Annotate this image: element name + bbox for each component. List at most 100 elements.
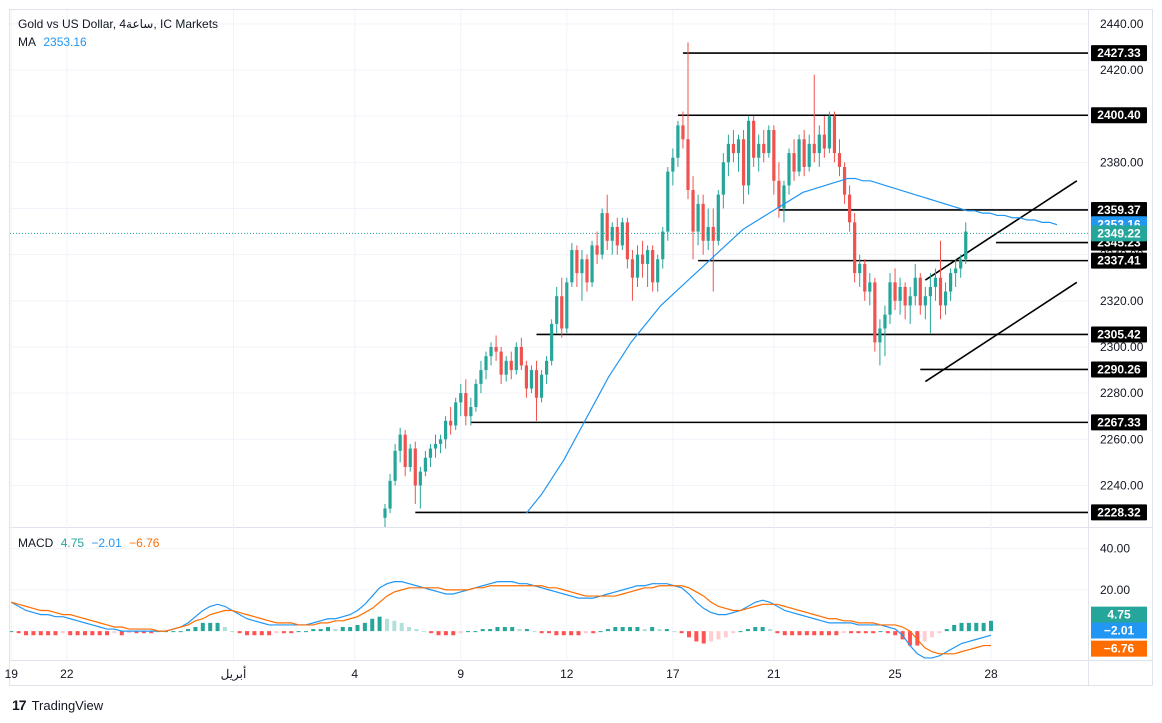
price-axis-label: 2440.00 bbox=[1100, 17, 1144, 31]
macd-histogram-bar bbox=[414, 629, 419, 632]
current-price-tag: 2349.22 bbox=[1097, 226, 1141, 240]
candle-down bbox=[615, 226, 619, 246]
candle-up bbox=[878, 328, 882, 343]
macd-histogram-bar bbox=[709, 631, 714, 642]
candle-down bbox=[630, 259, 635, 278]
macd-histogram-bar bbox=[333, 629, 338, 632]
candle-up bbox=[817, 134, 821, 154]
time-axis-label: 25 bbox=[888, 667, 902, 681]
candle-up bbox=[600, 213, 604, 255]
main-pane bbox=[10, 42, 1088, 527]
time-axis-label: 21 bbox=[767, 667, 781, 681]
candle-down bbox=[863, 263, 867, 292]
key-level-tag-bg bbox=[1091, 504, 1147, 521]
macd-histogram-bar bbox=[237, 631, 242, 634]
candle-up bbox=[666, 171, 670, 232]
price-axis-label: 2240.00 bbox=[1100, 478, 1144, 492]
key-level-tag: 2337.41 bbox=[1097, 254, 1141, 268]
macd-histogram-bar bbox=[82, 631, 87, 636]
candle-down bbox=[792, 153, 796, 172]
candle-up bbox=[716, 194, 720, 241]
macd-histogram-bar bbox=[716, 631, 721, 640]
candle-up bbox=[923, 296, 927, 306]
key-level-tag-bg bbox=[1091, 252, 1147, 269]
macd-line-value: −2.01 bbox=[91, 536, 122, 550]
macd-histogram-bar bbox=[539, 631, 544, 634]
macd-histogram-bar bbox=[443, 631, 448, 636]
macd-histogram-bar bbox=[989, 620, 993, 632]
macd-histogram-bar bbox=[790, 631, 795, 636]
macd-histogram-bar bbox=[576, 631, 581, 636]
macd-histogram-bar bbox=[605, 629, 610, 632]
macd-histogram-bar bbox=[267, 631, 272, 636]
macd-histogram-bar bbox=[885, 631, 890, 634]
candle-down bbox=[585, 259, 589, 283]
candle-down bbox=[802, 139, 806, 167]
macd-histogram-bar bbox=[561, 631, 566, 636]
candle-down bbox=[575, 250, 579, 274]
macd-histogram-bar bbox=[812, 631, 817, 636]
macd-hist-value: 4.75 bbox=[60, 536, 85, 550]
candle-down bbox=[731, 143, 736, 154]
key-level-tag: 2228.32 bbox=[1097, 505, 1141, 519]
candle-down bbox=[560, 296, 564, 329]
candle-down bbox=[464, 393, 468, 417]
macd-histogram-bar bbox=[547, 631, 552, 634]
key-level-tag: 2359.37 bbox=[1097, 203, 1141, 217]
candle-up bbox=[454, 402, 458, 426]
candle-down bbox=[413, 448, 417, 486]
macd-histogram-bar bbox=[804, 631, 809, 636]
candle-up bbox=[479, 370, 483, 384]
candle-up bbox=[757, 143, 761, 158]
macd-histogram-tag: 4.75 bbox=[1107, 608, 1131, 622]
macd-histogram-bar bbox=[797, 631, 802, 636]
candle-up bbox=[964, 231, 968, 260]
candle-down bbox=[873, 282, 877, 343]
macd-histogram-bar bbox=[171, 631, 176, 633]
candle-up bbox=[514, 346, 518, 371]
macd-histogram-bar bbox=[53, 631, 58, 636]
macd-histogram-bar bbox=[701, 631, 706, 644]
macd-histogram-bar bbox=[871, 631, 876, 634]
candle-down bbox=[651, 250, 655, 283]
macd-histogram-bar bbox=[384, 618, 389, 632]
macd-histogram-bar bbox=[664, 629, 669, 632]
time-axis-label: 9 bbox=[457, 667, 464, 681]
candle-up bbox=[489, 346, 493, 357]
key-level-tag-bg bbox=[1091, 201, 1147, 218]
signal-line bbox=[11, 585, 991, 655]
macd-tag-bg bbox=[1091, 622, 1147, 639]
macd-histogram-bar bbox=[635, 627, 640, 632]
macd-label: MACD bbox=[18, 536, 54, 550]
macd-histogram-bar bbox=[952, 624, 957, 632]
candle-up bbox=[868, 282, 872, 292]
macd-histogram-bar bbox=[686, 631, 691, 638]
candle-up bbox=[943, 291, 948, 306]
candle-up bbox=[620, 222, 624, 246]
macd-histogram-bar bbox=[591, 631, 596, 634]
candle-up bbox=[423, 457, 427, 472]
candle-down bbox=[605, 213, 609, 241]
candle-down bbox=[691, 190, 695, 232]
candle-down bbox=[686, 139, 690, 191]
macd-histogram-bar bbox=[480, 629, 485, 632]
macd-histogram-bar bbox=[97, 631, 102, 636]
candle-down bbox=[640, 254, 645, 264]
channel-line-lower bbox=[924, 281, 1078, 383]
macd-histogram-bar bbox=[281, 631, 286, 634]
tradingview-brand[interactable]: 17 TradingView bbox=[12, 697, 103, 713]
macd-histogram-bar bbox=[937, 631, 942, 634]
candle-down bbox=[918, 277, 922, 306]
macd-histogram-bar bbox=[672, 631, 677, 633]
candle-down bbox=[519, 346, 523, 366]
macd-histogram-bar bbox=[554, 631, 559, 636]
candle-up bbox=[646, 250, 650, 264]
key-level-tag: 2400.40 bbox=[1097, 108, 1141, 122]
macd-histogram-bar bbox=[429, 631, 434, 634]
macd-histogram-bar bbox=[16, 631, 21, 634]
candle-down bbox=[938, 277, 943, 306]
candle-up bbox=[459, 393, 463, 403]
candle-down bbox=[403, 434, 407, 467]
macd-tag-bg bbox=[1091, 640, 1147, 657]
